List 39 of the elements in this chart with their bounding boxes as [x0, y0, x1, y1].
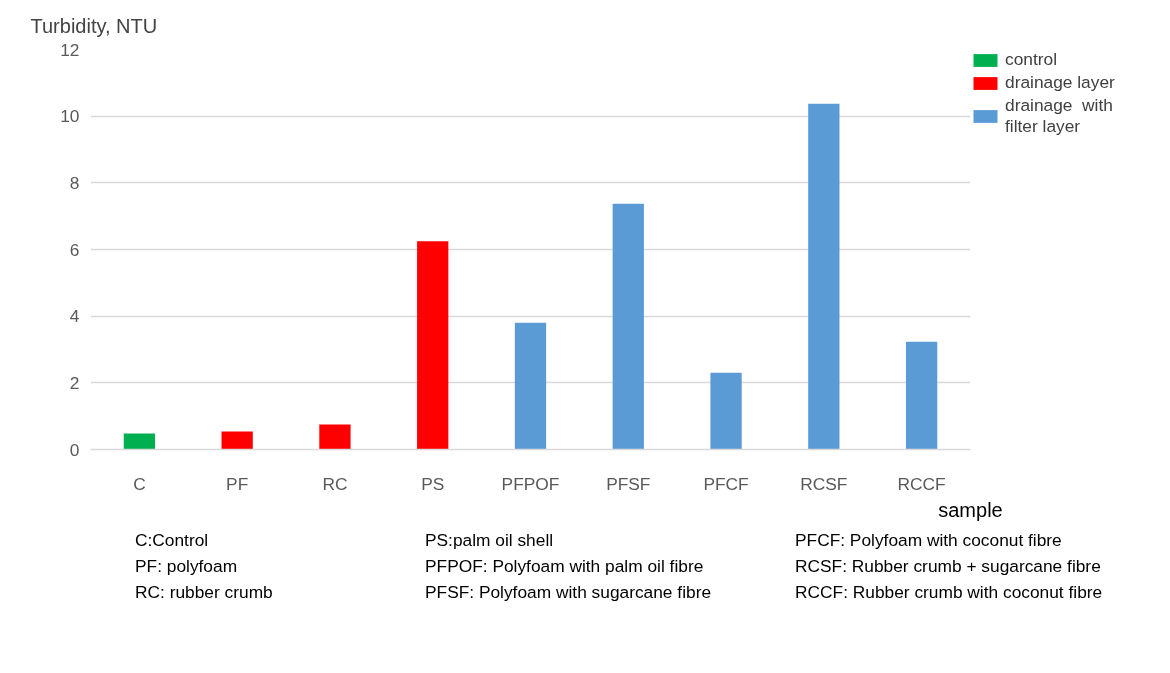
x-tick-label: PF — [226, 473, 249, 494]
text: PFCF: Polyfoam with coconut fibre — [795, 529, 1063, 552]
x-tick-label: RC — [322, 473, 348, 494]
text: PF: polyfoam — [135, 555, 239, 578]
bar — [319, 424, 351, 450]
x-axis-title: sample — [938, 498, 1003, 521]
y-tick-label: 4 — [69, 306, 80, 327]
text: RC: rubber crumb — [135, 580, 274, 604]
x-tick-label: PFCF — [703, 473, 749, 494]
y-tick-label: 2 — [69, 372, 80, 393]
bar — [514, 322, 547, 450]
x-tick-label: RCCF — [897, 473, 946, 494]
y-axis-title: Turbidity, NTU — [30, 15, 158, 37]
y-tick-label: 10 — [60, 106, 80, 127]
bar — [417, 241, 449, 450]
x-tick-label: C — [133, 473, 146, 494]
text: PFPOF: Polyfoam with palm oil fibre — [425, 555, 705, 578]
x-tick-label: RCSF — [800, 473, 848, 494]
x-tick-label: PS — [421, 473, 445, 494]
y-tick-label: 12 — [60, 39, 80, 60]
y-tick-label: 8 — [69, 172, 80, 193]
text: PS:palm oil shell — [425, 529, 555, 552]
x-tick-label: PFSF — [606, 473, 651, 494]
bar — [123, 433, 156, 450]
text: C:Control — [135, 529, 210, 552]
bar — [612, 203, 644, 450]
x-tick-label: PFPOF — [501, 473, 560, 494]
text: RCSF: Rubber crumb + sugarcane fibre — [795, 555, 1102, 578]
y-tick-label: 0 — [69, 439, 80, 460]
bar — [710, 372, 742, 450]
legend-label: control — [1005, 49, 1058, 70]
text: RCCF: Rubber crumb with coconut fibre — [795, 580, 1104, 604]
bar — [905, 341, 938, 450]
legend-label: drainage with filter layer — [1005, 95, 1113, 137]
y-tick-label: 6 — [69, 239, 80, 260]
text: PFSF: Polyfoam with sugarcane fibre — [425, 580, 713, 604]
bar — [221, 431, 253, 450]
bar — [808, 103, 840, 450]
legend-label: drainage layer — [1005, 72, 1115, 93]
